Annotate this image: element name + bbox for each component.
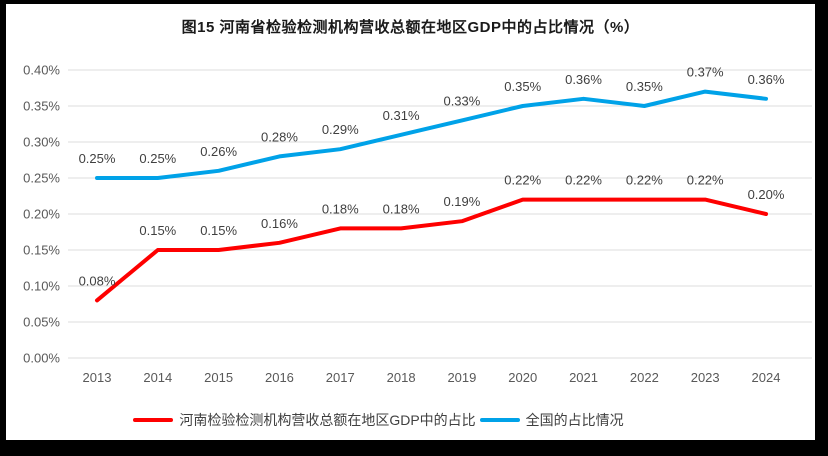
data-label: 0.08% bbox=[79, 273, 116, 288]
national-series-line-swatch bbox=[479, 417, 520, 423]
data-label: 0.25% bbox=[79, 151, 116, 166]
x-axis-tick-label: 2014 bbox=[143, 370, 172, 385]
x-axis-tick-label: 2017 bbox=[326, 370, 355, 385]
data-label: 0.37% bbox=[687, 65, 724, 80]
data-label: 0.15% bbox=[139, 223, 176, 238]
data-label: 0.35% bbox=[504, 79, 541, 94]
data-label: 0.18% bbox=[322, 201, 359, 216]
y-axis-tick-label: 0.05% bbox=[23, 315, 60, 330]
data-label: 0.22% bbox=[626, 173, 663, 188]
x-axis-tick-label: 2024 bbox=[752, 370, 781, 385]
y-axis-tick-label: 0.10% bbox=[23, 279, 60, 294]
data-label: 0.29% bbox=[322, 122, 359, 137]
x-axis-tick-label: 2013 bbox=[83, 370, 112, 385]
x-axis-tick-label: 2022 bbox=[630, 370, 659, 385]
chart-title: 图15 河南省检验检测机构营收总额在地区GDP中的占比情况（%） bbox=[181, 19, 640, 36]
data-label: 0.36% bbox=[565, 72, 602, 87]
x-axis-tick-label: 2016 bbox=[265, 370, 294, 385]
legend-item-national: 全国的占比情况 bbox=[479, 410, 624, 430]
x-axis-tick-label: 2015 bbox=[204, 370, 233, 385]
data-label: 0.20% bbox=[748, 187, 785, 202]
data-label: 0.19% bbox=[443, 194, 480, 209]
data-label: 0.22% bbox=[504, 173, 541, 188]
legend-label-henan: 河南检验检测机构营收总额在地区GDP中的占比 bbox=[179, 412, 476, 428]
x-axis-tick-label: 2020 bbox=[508, 370, 537, 385]
y-axis-tick-label: 0.35% bbox=[23, 99, 60, 114]
national-series-line bbox=[95, 89, 768, 180]
y-axis-tick-label: 0.20% bbox=[23, 207, 60, 222]
data-label: 0.15% bbox=[200, 223, 237, 238]
data-label: 0.35% bbox=[626, 79, 663, 94]
data-label: 0.36% bbox=[748, 72, 785, 87]
data-label: 0.16% bbox=[261, 216, 298, 231]
data-label: 0.28% bbox=[261, 129, 298, 144]
line-chart-plot: 0.00% 0.05% 0.10% 0.15% 0.20% 0.25% 0.30% 0.35%… bbox=[23, 63, 812, 385]
y-axis-tick-label: 0.15% bbox=[23, 243, 60, 258]
data-label: 0.33% bbox=[443, 93, 480, 108]
data-label: 0.22% bbox=[687, 173, 724, 188]
data-label: 0.25% bbox=[139, 151, 176, 166]
data-label: 0.22% bbox=[565, 173, 602, 188]
x-axis-tick-label: 2018 bbox=[387, 370, 416, 385]
y-axis-tick-label: 0.30% bbox=[23, 135, 60, 150]
henan-series-line bbox=[95, 197, 768, 303]
legend-label-national: 全国的占比情况 bbox=[525, 412, 624, 428]
legend-item-henan: 河南检验检测机构营收总额在地区GDP中的占比 bbox=[133, 410, 476, 430]
data-label: 0.18% bbox=[383, 201, 420, 216]
chart-area: 图15 河南省检验检测机构营收总额在地区GDP中的占比情况（%） 0.00% 0.… bbox=[6, 4, 815, 440]
data-label: 0.31% bbox=[383, 108, 420, 123]
x-axis-tick-label: 2021 bbox=[569, 370, 598, 385]
y-axis-tick-label: 0.00% bbox=[23, 351, 60, 366]
data-label: 0.26% bbox=[200, 144, 237, 159]
y-axis-tick-label: 0.25% bbox=[23, 171, 60, 186]
y-axis-tick-label: 0.40% bbox=[23, 63, 60, 78]
chart-legend: 河南检验检测机构营收总额在地区GDP中的占比 全国的占比情况 bbox=[0, 410, 783, 430]
x-axis-tick-label: 2019 bbox=[447, 370, 476, 385]
henan-series-line-swatch bbox=[133, 417, 174, 423]
x-axis-tick-label: 2023 bbox=[691, 370, 720, 385]
